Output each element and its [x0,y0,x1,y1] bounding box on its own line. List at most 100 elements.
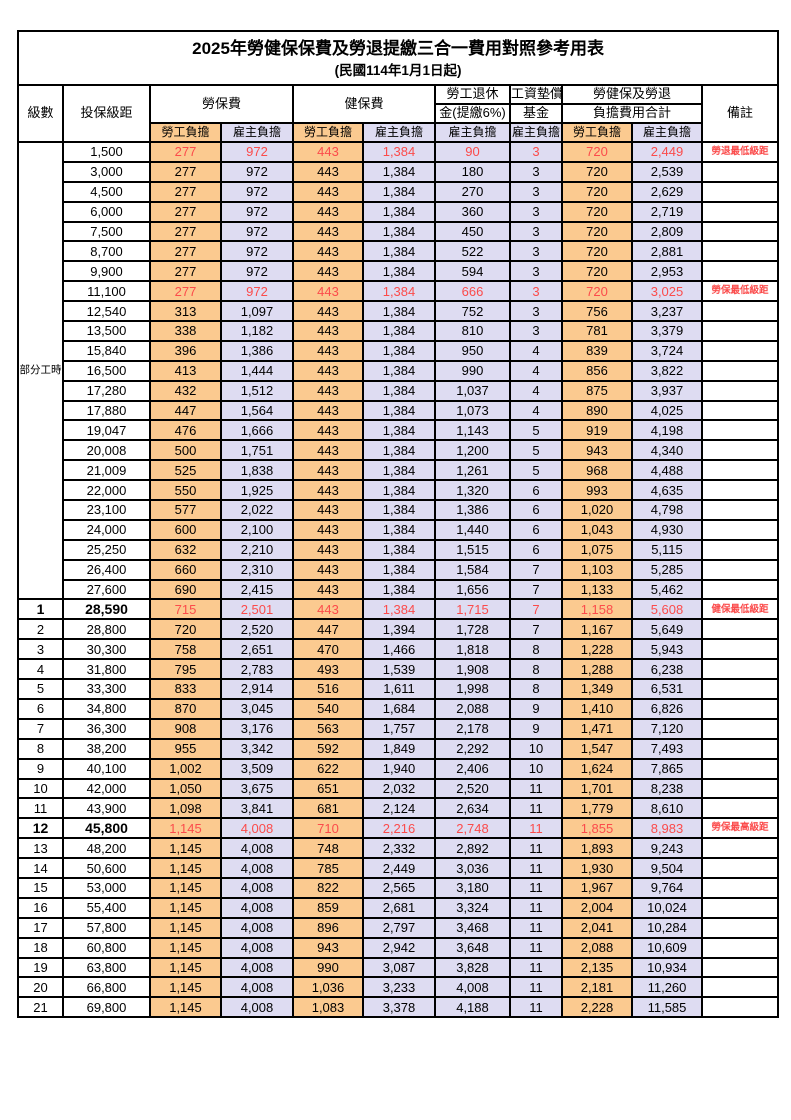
value-cell: 8,238 [631,777,703,800]
value-cell: 2,797 [362,916,436,939]
value-cell: 1,200 [434,439,511,462]
value-cell: 2,210 [220,538,294,561]
value-cell: 1,757 [362,717,436,740]
value-cell: 1,512 [220,379,294,402]
bracket-cell: 17,880 [62,399,151,422]
bracket-cell: 11,100 [62,280,151,303]
value-cell: 2,100 [220,518,294,541]
value-cell: 8 [509,638,563,661]
value-cell: 1,584 [434,558,511,581]
value-cell: 525 [149,459,222,482]
value-cell: 4 [509,359,563,382]
value-cell: 1,384 [362,339,436,362]
value-cell: 3,237 [631,300,703,323]
value-cell: 443 [292,260,364,283]
level-cell: 13 [17,837,64,860]
value-cell: 1,002 [149,757,222,780]
header-row-2: 金(提繳6%) 基金 負擔費用合計 [18,103,778,124]
value-cell: 1,394 [362,618,436,641]
value-cell: 1,908 [434,658,511,681]
value-cell: 8 [509,658,563,681]
value-cell: 4 [509,399,563,422]
premium-reference-table: 2025年勞健保保費及勞退提繳三合一費用對照參考用表 (民國114年1月1日起)… [16,30,780,1019]
bracket-cell: 27,600 [62,578,151,601]
value-cell: 1,849 [362,737,436,760]
value-cell: 277 [149,180,222,203]
table-row: 部分工時 1,500 277 972 443 1,384 90 3 720 2,449 勞退最低級距 [17,140,780,601]
note-cell [700,538,780,561]
value-cell: 4,008 [220,956,294,979]
col-header-level: 級數 [17,84,64,143]
value-cell: 5 [509,439,563,462]
value-cell: 1,701 [561,777,633,800]
value-cell: 443 [292,419,364,442]
value-cell: 443 [292,339,364,362]
table-row: 27,600 690 2,415 443 1,384 1,656 7 1,133 5,462 [18,578,780,601]
value-cell: 338 [149,320,222,342]
table-row: 3 30,300 758 2,651 470 1,466 1,818 8 1,228 5,943 [17,638,780,661]
col-header-wage-fund-line1: 工資墊償 [509,84,563,105]
level-cell: 8 [17,737,64,760]
bracket-cell: 30,300 [62,638,151,661]
value-cell: 632 [149,538,222,561]
value-cell: 4 [509,339,563,362]
value-cell: 277 [149,240,222,263]
value-cell: 1,715 [434,598,511,621]
note-cell [700,300,780,323]
value-cell: 3 [509,141,563,163]
value-cell: 3 [509,220,563,243]
table-row: 8 38,200 955 3,342 592 1,849 2,292 10 1,547 7,493 [17,737,780,760]
note-cell [700,797,780,820]
value-cell: 10,284 [631,916,703,939]
bracket-cell: 28,590 [62,598,151,621]
note-cell [700,876,780,899]
table-row: 4,500 277 972 443 1,384 270 3 720 2,629 [18,180,780,203]
note-cell: 勞退最低級距 [700,141,780,163]
value-cell: 443 [292,399,364,422]
value-cell: 1,967 [561,876,633,899]
value-cell: 8,610 [631,797,703,820]
value-cell: 4,008 [220,976,294,999]
value-cell: 277 [149,200,222,223]
value-cell: 3,025 [631,280,703,303]
value-cell: 1,998 [434,678,511,700]
value-cell: 1,145 [149,896,222,919]
note-cell [700,240,780,263]
table-row: 4 31,800 795 2,783 493 1,539 1,908 8 1,288 6,238 [17,658,780,681]
value-cell: 7 [509,578,563,601]
bracket-cell: 20,008 [62,439,151,462]
value-cell: 3,180 [434,876,511,899]
value-cell: 600 [149,518,222,541]
value-cell: 8 [509,678,563,700]
value-cell: 550 [149,479,222,502]
level-cell: 9 [17,757,64,780]
value-cell: 1,145 [149,857,222,879]
note-cell: 勞保最高級距 [700,817,780,840]
table-row: 23,100 577 2,022 443 1,384 1,386 6 1,020 4,798 [18,499,780,521]
value-cell: 1,384 [362,499,436,521]
note-cell [700,479,780,502]
value-cell: 2,520 [220,618,294,641]
value-cell: 2,088 [561,936,633,959]
bracket-cell: 45,800 [62,817,151,840]
value-cell: 666 [434,280,511,303]
value-cell: 1,440 [434,518,511,541]
value-cell: 443 [292,200,364,223]
value-cell: 2,942 [362,936,436,959]
note-cell [700,578,780,601]
level-cell: 12 [17,817,64,840]
value-cell: 9,243 [631,837,703,860]
table-row: 7,500 277 972 443 1,384 450 3 720 2,809 [18,220,780,243]
value-cell: 1,624 [561,757,633,780]
value-cell: 10 [509,737,563,760]
note-cell [700,717,780,740]
value-cell: 1,547 [561,737,633,760]
value-cell: 4,188 [434,996,511,1019]
value-cell: 2,748 [434,817,511,840]
value-cell: 795 [149,658,222,681]
bracket-cell: 9,900 [62,260,151,283]
value-cell: 1,930 [561,857,633,879]
value-cell: 5,943 [631,638,703,661]
value-cell: 1,471 [561,717,633,740]
value-cell: 470 [292,638,364,661]
